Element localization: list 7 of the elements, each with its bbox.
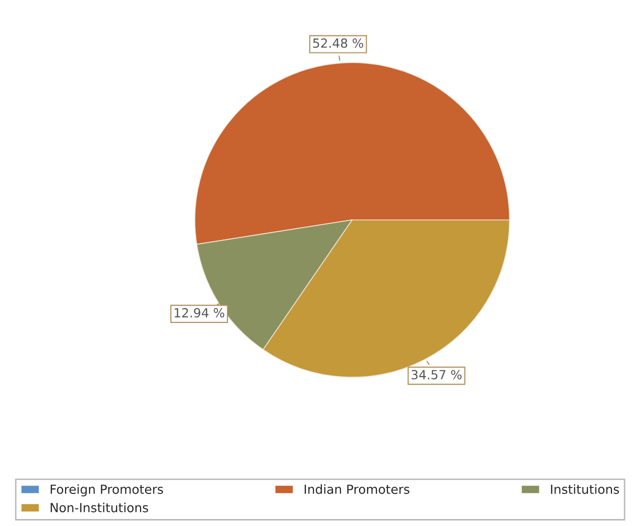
legend-label: Institutions [551, 484, 619, 494]
data-label: 12.94 % [174, 308, 224, 318]
legend-label: Non-Institutions [50, 502, 148, 512]
data-label: 34.57 % [412, 370, 462, 380]
legend-label: Indian Promoters [304, 484, 410, 494]
legend-label: Foreign Promoters [50, 484, 164, 496]
data-label: 52.48 % [313, 38, 364, 48]
